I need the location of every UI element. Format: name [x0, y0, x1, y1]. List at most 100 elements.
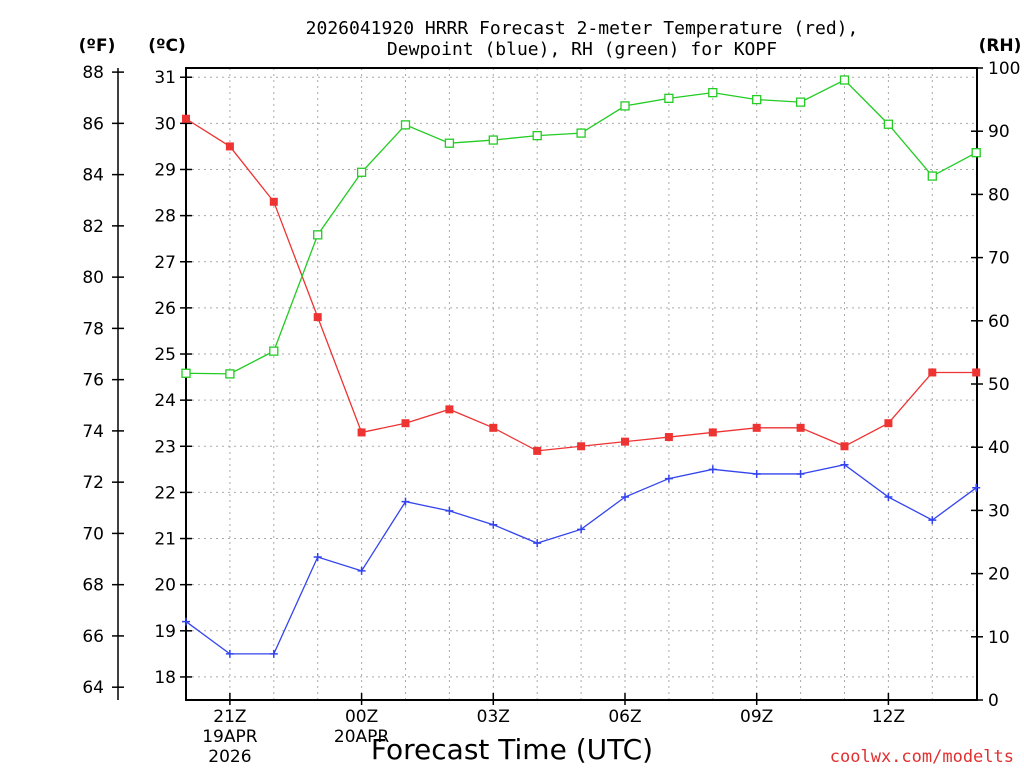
rh-point	[356, 167, 367, 177]
celsius-tick-label: 23	[154, 437, 176, 457]
dewpoint-point	[357, 566, 366, 575]
celsius-axis-label: (ºC)	[148, 36, 186, 56]
dewpoint-point	[796, 469, 805, 478]
x-tick-label: 06Z	[608, 707, 641, 727]
temperature-point	[489, 423, 498, 432]
rh-point	[313, 230, 323, 240]
rh-point	[620, 101, 630, 111]
temperature-point	[928, 368, 937, 377]
dewpoint-point	[884, 493, 893, 502]
rh-point	[400, 120, 411, 130]
rh-tick-label: 60	[988, 312, 1010, 332]
temperature-point	[313, 313, 322, 322]
temperature-point	[972, 368, 981, 377]
fahrenheit-tick-label: 64	[82, 678, 104, 698]
rh-point	[225, 369, 235, 379]
data-series	[181, 75, 981, 658]
rh-point	[927, 171, 937, 181]
temperature-point	[796, 423, 805, 432]
x-tick-label: 00Z	[345, 707, 378, 727]
dewpoint-point	[972, 483, 981, 492]
rh-point	[576, 128, 586, 138]
fahrenheit-tick-label: 72	[82, 473, 104, 493]
temperature-point	[401, 419, 410, 428]
celsius-tick-label: 18	[154, 668, 176, 688]
temperature-point	[621, 437, 629, 446]
dewpoint-point	[182, 617, 190, 626]
temperature-point	[533, 446, 542, 455]
rh-point	[839, 75, 850, 85]
temperature-point	[577, 442, 586, 451]
fahrenheit-tick-label: 66	[82, 627, 104, 647]
celsius-tick-label: 19	[154, 622, 176, 642]
plot-frame	[185, 67, 978, 701]
temperature-point	[884, 419, 893, 428]
dewpoint-point	[664, 474, 673, 483]
fahrenheit-tick-label: 84	[82, 166, 104, 186]
rh-tick-label: 80	[988, 185, 1010, 205]
rh-axis-label: (RH)	[979, 36, 1022, 56]
temperature-point	[708, 428, 717, 437]
dewpoint-point	[577, 525, 586, 534]
rh-point	[795, 97, 806, 107]
celsius-tick-label: 20	[154, 576, 176, 596]
fahrenheit-tick-label: 80	[82, 268, 104, 288]
rh-tick-label: 90	[988, 122, 1010, 142]
x-tick-label: 12Z	[872, 707, 905, 727]
fahrenheit-tick-label: 78	[82, 319, 104, 339]
fahrenheit-axis-label: (ºF)	[79, 36, 116, 56]
celsius-tick-label: 22	[154, 483, 176, 503]
rh-tick-label: 70	[988, 249, 1010, 269]
dewpoint-point	[313, 552, 322, 561]
dewpoint-point	[533, 539, 542, 548]
rh-point	[752, 94, 762, 105]
rh-point	[883, 119, 894, 129]
temperature-point	[269, 197, 278, 206]
fahrenheit-tick-label: 88	[82, 63, 104, 83]
dewpoint-point	[708, 465, 717, 474]
rh-point	[269, 346, 279, 356]
celsius-tick-label: 26	[154, 299, 176, 319]
grid-lines	[186, 68, 977, 700]
x-tick-label: 03Z	[477, 707, 510, 727]
celsius-tick-label: 28	[154, 207, 176, 227]
temperature-point	[182, 114, 190, 123]
celsius-tick-label: 24	[154, 391, 176, 411]
celsius-tick-label: 30	[154, 114, 176, 134]
celsius-tick-label: 27	[154, 253, 176, 273]
fahrenheit-tick-label: 68	[82, 576, 104, 596]
dewpoint-point	[401, 497, 410, 506]
temperature-point	[357, 428, 366, 437]
x-year-label: 2026	[208, 747, 251, 767]
fahrenheit-tick-label: 74	[82, 422, 104, 442]
fahrenheit-tick-label: 86	[82, 114, 104, 134]
dewpoint-point	[225, 649, 234, 658]
dewpoint-point	[928, 516, 937, 525]
x-axis-label: Forecast Time (UTC)	[371, 733, 653, 766]
rh-point	[488, 135, 498, 145]
celsius-tick-label: 29	[154, 160, 176, 180]
chart-title-line1: 2026041920 HRRR Forecast 2-meter Tempera…	[306, 18, 859, 39]
rh-point	[181, 368, 191, 378]
celsius-tick-label: 31	[154, 68, 176, 88]
rh-point	[532, 130, 542, 141]
dewpoint-point	[752, 469, 761, 478]
rh-tick-label: 40	[988, 438, 1010, 458]
dewpoint-point	[269, 649, 278, 658]
rh-line	[185, 79, 977, 375]
temperature-point	[664, 433, 673, 442]
rh-tick-label: 10	[988, 628, 1010, 648]
dewpoint-point	[489, 520, 498, 529]
celsius-tick-label: 25	[154, 345, 176, 365]
rh-tick-label: 50	[988, 375, 1010, 395]
credit-text: coolwx.com/modelts	[830, 747, 1014, 767]
rh-tick-label: 100	[988, 59, 1020, 79]
x-tick-label: 21Z	[213, 707, 246, 727]
dewpoint-point	[445, 506, 454, 515]
dewpoint-line	[185, 464, 977, 655]
chart-title-line2: Dewpoint (blue), RH (green) for KOPF	[387, 39, 777, 60]
rh-point	[971, 148, 981, 158]
temperature-point	[445, 405, 454, 414]
fahrenheit-tick-label: 76	[82, 371, 104, 391]
fahrenheit-tick-label: 70	[82, 524, 104, 544]
